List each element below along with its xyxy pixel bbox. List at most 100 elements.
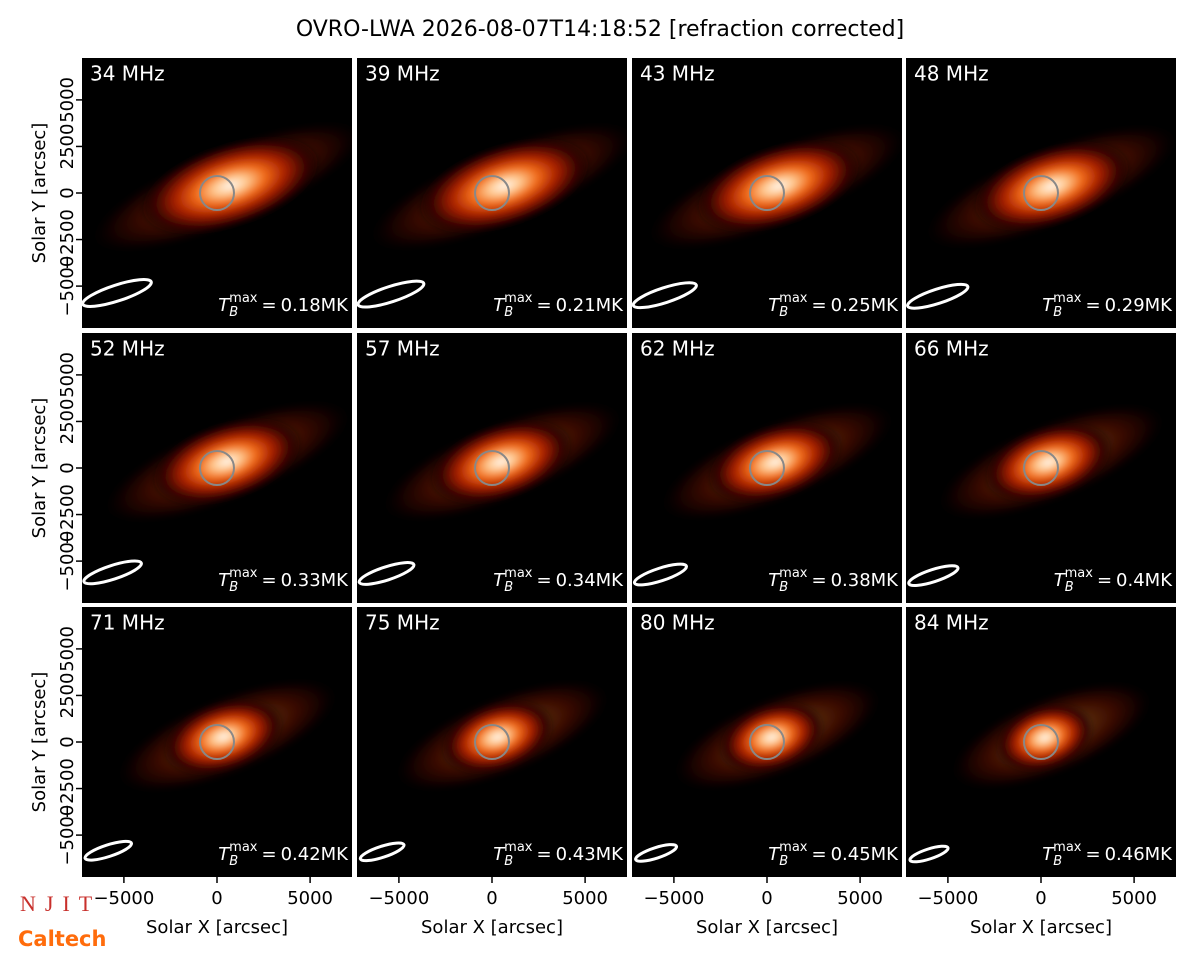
x-axis-label: Solar X [arcsec] bbox=[970, 917, 1112, 938]
y-tick-label: −2500 bbox=[57, 484, 78, 545]
tb-value: 0.29MK bbox=[1105, 295, 1174, 316]
tb-sub: B bbox=[229, 854, 238, 869]
image bbox=[82, 398, 352, 586]
tb-value: 0.38MK bbox=[831, 570, 900, 591]
tb-label: TBmax = 0.43MK bbox=[493, 840, 624, 869]
tb-sub: B bbox=[229, 305, 238, 320]
solar-disk bbox=[474, 450, 510, 486]
tb-symbol: T bbox=[493, 295, 506, 316]
tb-label: TBmax = 0.45MK bbox=[768, 840, 899, 869]
emission bbox=[707, 421, 844, 504]
emission bbox=[163, 698, 284, 775]
tb-label: TBmax = 0.18MK bbox=[218, 291, 349, 320]
tb-sub: B bbox=[504, 305, 513, 320]
tb-value: 0.21MK bbox=[556, 295, 625, 316]
y-tick-label: 5000 bbox=[57, 626, 78, 672]
emission bbox=[441, 700, 554, 774]
tb-sup: max bbox=[779, 291, 808, 306]
freq-label: 66 MHz bbox=[914, 337, 989, 361]
freq-label: 48 MHz bbox=[914, 62, 989, 86]
beam bbox=[82, 559, 143, 586]
image bbox=[632, 400, 898, 587]
solar-disk bbox=[474, 724, 510, 760]
image bbox=[358, 678, 613, 863]
tb-equals: = bbox=[536, 570, 551, 591]
emission bbox=[417, 137, 592, 234]
y-tick-label: −5000 bbox=[57, 531, 78, 592]
y-tick-label: −2500 bbox=[57, 209, 78, 270]
tb-equals: = bbox=[1085, 295, 1100, 316]
tb-sup: max bbox=[504, 291, 533, 306]
image bbox=[907, 402, 1168, 587]
y-tick-label: 0 bbox=[57, 736, 78, 747]
tb-label: TBmax = 0.38MK bbox=[768, 566, 899, 595]
y-tick-label: −5000 bbox=[57, 256, 78, 317]
tb-sup: max bbox=[504, 566, 533, 581]
beam bbox=[82, 278, 153, 308]
beam bbox=[907, 564, 960, 587]
tb-label: TBmax = 0.42MK bbox=[218, 840, 349, 869]
tb-label: TBmax = 0.25MK bbox=[768, 291, 899, 320]
tb-equals: = bbox=[536, 844, 551, 865]
y-axis-label: Solar Y [arcsec] bbox=[29, 672, 50, 813]
tb-sub: B bbox=[779, 305, 788, 320]
image bbox=[906, 122, 1176, 310]
panel: 52 MHz TBmax = 0.33MK bbox=[82, 333, 352, 603]
x-tick-label: −5000 bbox=[643, 888, 704, 909]
panel: 84 MHz TBmax = 0.46MK bbox=[906, 607, 1176, 877]
x-tick-label: 0 bbox=[486, 888, 497, 909]
x-axis-label: Solar X [arcsec] bbox=[146, 917, 288, 938]
tb-symbol: T bbox=[218, 295, 231, 316]
logo-caltech: Caltech bbox=[18, 927, 106, 951]
y-tick-label: 2500 bbox=[57, 399, 78, 445]
tb-symbol: T bbox=[493, 844, 506, 865]
freq-label: 80 MHz bbox=[640, 611, 715, 635]
tb-label: TBmax = 0.33MK bbox=[218, 566, 349, 595]
panel: 66 MHz TBmax = 0.4MK bbox=[906, 333, 1176, 603]
image bbox=[634, 679, 884, 863]
emission bbox=[984, 422, 1113, 503]
tb-symbol: T bbox=[768, 295, 781, 316]
y-tick-label: 5000 bbox=[57, 77, 78, 123]
y-axis-label: Solar Y [arcsec] bbox=[29, 123, 50, 264]
tb-symbol: T bbox=[493, 570, 506, 591]
tb-sup: max bbox=[229, 566, 258, 581]
tb-sup: max bbox=[1053, 840, 1082, 855]
tb-sup: max bbox=[779, 840, 808, 855]
tb-sup: max bbox=[1065, 566, 1094, 581]
panel: 34 MHz TBmax = 0.18MK bbox=[82, 58, 352, 328]
tb-label: TBmax = 0.34MK bbox=[493, 566, 624, 595]
tb-sup: max bbox=[504, 840, 533, 855]
beam bbox=[632, 281, 698, 310]
image bbox=[357, 120, 627, 309]
panel: 62 MHz TBmax = 0.38MK bbox=[632, 333, 902, 603]
beam bbox=[83, 839, 134, 862]
tb-sub: B bbox=[779, 854, 788, 869]
solar-disk bbox=[1023, 724, 1059, 760]
tb-sub: B bbox=[504, 580, 513, 595]
beam bbox=[357, 279, 426, 309]
tb-sub: B bbox=[1053, 854, 1062, 869]
x-axis-label: Solar X [arcsec] bbox=[696, 917, 838, 938]
tb-sup: max bbox=[1053, 291, 1082, 306]
emission bbox=[972, 141, 1132, 232]
x-tick-label: 0 bbox=[1035, 888, 1046, 909]
x-tick-label: 5000 bbox=[287, 888, 333, 909]
tb-symbol: T bbox=[1054, 570, 1067, 591]
tb-label: TBmax = 0.4MK bbox=[1054, 566, 1174, 595]
emission bbox=[139, 135, 322, 236]
x-tick-label: −5000 bbox=[368, 888, 429, 909]
x-tick-label: 5000 bbox=[1111, 888, 1157, 909]
y-tick-label: −2500 bbox=[57, 758, 78, 819]
tb-value: 0.46MK bbox=[1105, 844, 1174, 865]
beam bbox=[632, 562, 688, 587]
solar-disk bbox=[749, 175, 785, 211]
x-tick-label: −5000 bbox=[917, 888, 978, 909]
y-tick-label: 5000 bbox=[57, 352, 78, 398]
tb-symbol: T bbox=[218, 844, 231, 865]
solar-disk bbox=[199, 724, 235, 760]
chart-title: OVRO-LWA 2026-08-07T14:18:52 [refraction… bbox=[296, 17, 904, 42]
emission bbox=[996, 703, 1094, 772]
tb-symbol: T bbox=[768, 570, 781, 591]
freq-label: 57 MHz bbox=[365, 337, 440, 361]
